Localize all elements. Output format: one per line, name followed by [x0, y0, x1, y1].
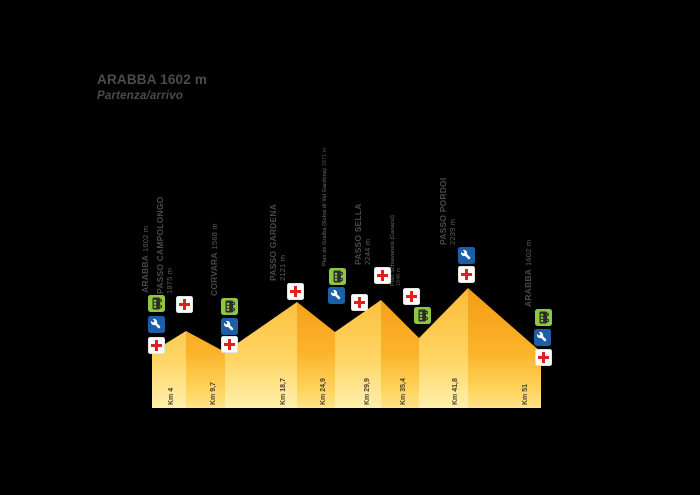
point-name: PASSO SELLA — [353, 203, 363, 265]
km-marker: Km 29,9 — [364, 378, 371, 405]
red-cross-icon — [403, 288, 420, 305]
km-marker: Km 9,7 — [210, 382, 217, 405]
point-altitude: 1871 m — [322, 147, 328, 167]
red-cross-icon — [176, 296, 193, 313]
wrench-icon — [328, 287, 345, 304]
point-name: PASSO GARDENA — [268, 203, 278, 281]
red-cross-icon — [148, 337, 165, 354]
point-label-plan-de-gralba: Plan de Gralba (Selva di Val Gardena)187… — [322, 148, 328, 266]
point-label-passo-pordoi: PASSO PORDOI 2239 m — [438, 177, 457, 245]
page-subtitle: Partenza/arrivo — [97, 90, 184, 102]
slope-pordoi-arabba — [468, 288, 541, 408]
point-name: ARABBA — [140, 254, 150, 293]
page-title: ARABBA 1602 m — [97, 72, 208, 87]
wrench-icon — [221, 318, 238, 335]
point-name: Plan de Gralba (Selva di Val Gardena) — [322, 168, 328, 266]
bus-icon — [221, 298, 238, 315]
point-altitude: 2244 m — [363, 238, 372, 265]
point-label-arabba-finish: ARABBA 1602 m — [523, 239, 533, 307]
red-cross-icon — [535, 349, 552, 366]
km-marker: Km 18,7 — [280, 378, 287, 405]
point-label-corvara: CORVARA 1568 m — [209, 223, 219, 296]
km-marker: Km 35,4 — [400, 378, 407, 405]
slope-gardena-plangralba — [297, 302, 335, 408]
red-cross-icon — [351, 294, 368, 311]
bus-icon — [535, 309, 552, 326]
point-label-passo-gardena: PASSO GARDENA 2121 m — [268, 203, 287, 281]
point-altitude: 2239 m — [448, 218, 457, 245]
point-name: CORVARA — [209, 252, 219, 296]
bus-icon — [148, 295, 165, 312]
slope-schiavaneis-pordoi — [419, 288, 468, 408]
point-label-arabba-start: ARABBA 1602 m — [140, 225, 150, 293]
slope-sella-schiavaneis — [381, 300, 419, 408]
point-altitude: 1848 m — [396, 267, 402, 286]
mountain-silhouette — [152, 288, 541, 408]
point-altitude: 2121 m — [278, 254, 287, 281]
point-label-pian-schiavaneis: Pian Schiavaneis (Canazei) 1848 m — [390, 215, 402, 286]
point-name: ARABBA — [523, 268, 533, 307]
km-marker: Km 24,9 — [320, 378, 327, 405]
km-marker: Km 51 — [522, 383, 529, 405]
red-cross-icon — [287, 283, 304, 300]
point-label-passo-campolongo: PASSO CAMPOLONGO 1875 m — [155, 196, 174, 295]
point-altitude: 1568 m — [210, 223, 219, 250]
wrench-icon — [148, 316, 165, 333]
km-marker: Km 4 — [168, 387, 175, 405]
point-altitude: 1602 m — [141, 225, 150, 252]
bus-icon — [329, 268, 346, 285]
wrench-icon — [534, 329, 551, 346]
slope-plangralba-sella — [335, 300, 381, 408]
red-cross-icon — [374, 267, 391, 284]
point-name: PASSO CAMPOLONGO — [155, 196, 165, 295]
point-altitude: 1602 m — [524, 239, 533, 266]
slope-corvara-gardena — [225, 302, 297, 408]
red-cross-icon — [458, 266, 475, 283]
km-marker: Km 41,8 — [452, 378, 459, 405]
red-cross-icon — [221, 336, 238, 353]
wrench-icon — [458, 247, 475, 264]
point-name: PASSO PORDOI — [438, 177, 448, 245]
point-altitude: 1875 m — [165, 267, 174, 294]
bus-icon — [414, 307, 431, 324]
slope-campolongo-corvara — [186, 331, 225, 408]
point-label-passo-sella: PASSO SELLA 2244 m — [353, 203, 372, 265]
